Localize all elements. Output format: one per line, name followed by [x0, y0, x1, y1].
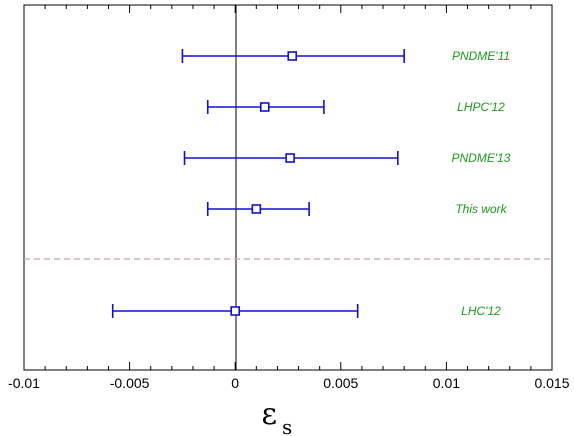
point-label: This work	[455, 202, 507, 216]
point-label: PNDME'11	[452, 49, 510, 63]
x-tick-label: 0.005	[323, 375, 358, 391]
x-tick-label: -0.01	[8, 375, 40, 391]
data-point	[251, 204, 262, 214]
x-tick-label: 0	[231, 375, 239, 391]
point-label: LHC'12	[461, 304, 501, 318]
x-ticks: -0.01 -0.005 0 0.005 0.01 0.015	[8, 5, 570, 391]
data-marks: PNDME'11 LHPC'12 PNDME'13 This work LHC'12	[111, 49, 511, 318]
x-tick-label: 0.015	[534, 375, 569, 391]
data-point	[259, 102, 270, 112]
data-point	[230, 306, 240, 316]
data-point	[287, 51, 298, 61]
x-tick-label: 0.01	[433, 375, 460, 391]
x-axis-label-subscript: s	[282, 415, 292, 436]
x-axis-label: ε	[261, 397, 277, 432]
x-tick-label: -0.005	[110, 375, 150, 391]
plot-frame	[23, 4, 553, 371]
point-label: PNDME'13	[452, 151, 511, 165]
point-label: LHPC'12	[457, 100, 505, 114]
data-point	[285, 153, 295, 163]
